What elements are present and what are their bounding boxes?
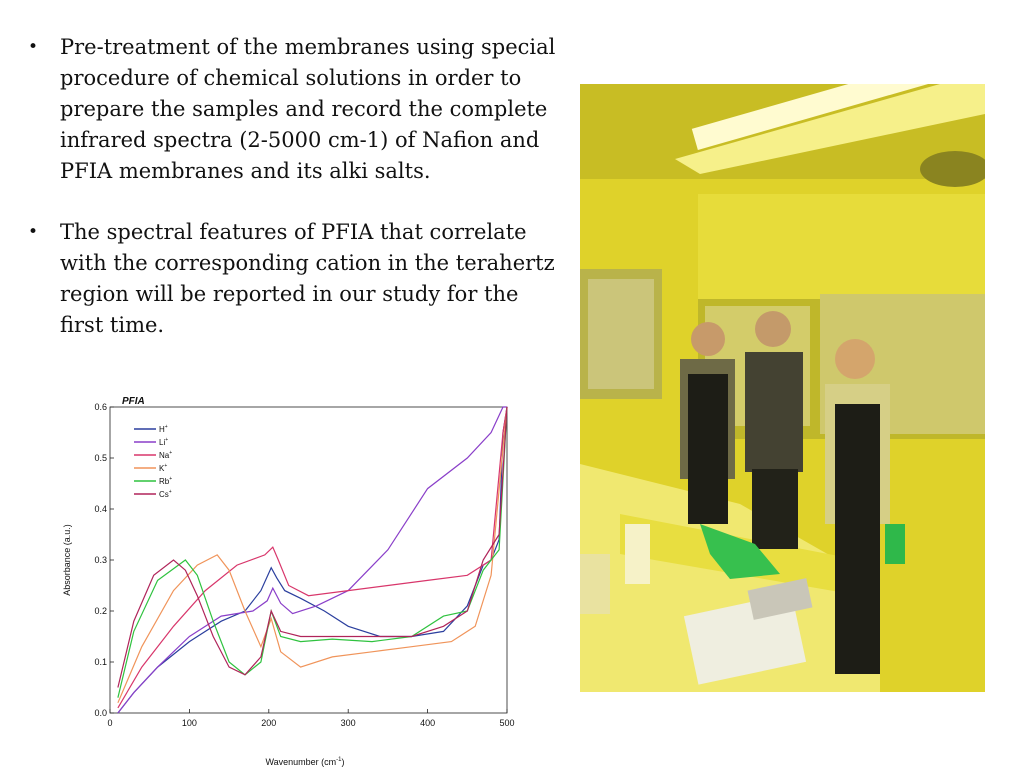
legend-label: K+ xyxy=(159,463,167,473)
x-tick-label: 300 xyxy=(341,718,356,728)
x-tick-label: 400 xyxy=(420,718,435,728)
x-axis-label-text: Wavenumber (cm xyxy=(265,757,336,767)
chart-title: PFIA xyxy=(122,396,145,407)
legend-label: Na+ xyxy=(159,450,172,460)
absorbance-chart: PFIA 0.0 0.1 0.2 0.3 0.4 0.5 0.6 0 100 200 300 400 5… xyxy=(62,396,515,767)
y-tick-label: 0.6 xyxy=(94,402,107,412)
series-line-na xyxy=(117,406,508,709)
bullet-item: Pre-treatment of the membranes using spe… xyxy=(28,32,558,187)
legend-label: Rb+ xyxy=(159,476,172,486)
legend-label: H+ xyxy=(159,424,168,434)
x-tick-label: 500 xyxy=(499,718,514,728)
series-lines xyxy=(117,406,508,714)
series-line-li xyxy=(117,406,507,714)
x-tick-label: 0 xyxy=(107,718,112,728)
x-axis-label-sup: -1 xyxy=(336,757,342,763)
y-tick-label: 0.4 xyxy=(94,504,107,514)
x-axis-label-tail: ) xyxy=(342,757,345,767)
legend-label: Cs+ xyxy=(159,489,172,499)
lab-photo xyxy=(580,84,985,692)
y-tick-label: 0.1 xyxy=(94,657,107,667)
series-line-h xyxy=(117,406,508,714)
bullet-list: Pre-treatment of the membranes using spe… xyxy=(28,32,558,371)
y-tick-label: 0.2 xyxy=(94,606,107,616)
legend-label: Li+ xyxy=(159,437,168,447)
y-tick-label: 0.0 xyxy=(94,708,107,718)
y-tick-label: 0.3 xyxy=(94,555,107,565)
legend: H+ Li+ Na+ K+ Rb+ Cs+ xyxy=(134,424,172,499)
x-tick-label: 100 xyxy=(182,718,197,728)
x-tick-label: 200 xyxy=(261,718,276,728)
axes: 0.0 0.1 0.2 0.3 0.4 0.5 0.6 0 100 200 300 400 500 xyxy=(94,402,514,728)
series-line-rb xyxy=(117,406,508,698)
lab-photo-illustration xyxy=(580,84,985,692)
y-tick-label: 0.5 xyxy=(94,453,107,463)
y-axis-label: Absorbance (a.u.) xyxy=(62,524,72,596)
bullet-item: The spectral features of PFIA that corre… xyxy=(28,217,558,341)
series-line-k xyxy=(117,406,508,704)
x-axis-label: Wavenumber (cm-1) xyxy=(265,757,344,767)
series-line-cs xyxy=(117,406,508,688)
